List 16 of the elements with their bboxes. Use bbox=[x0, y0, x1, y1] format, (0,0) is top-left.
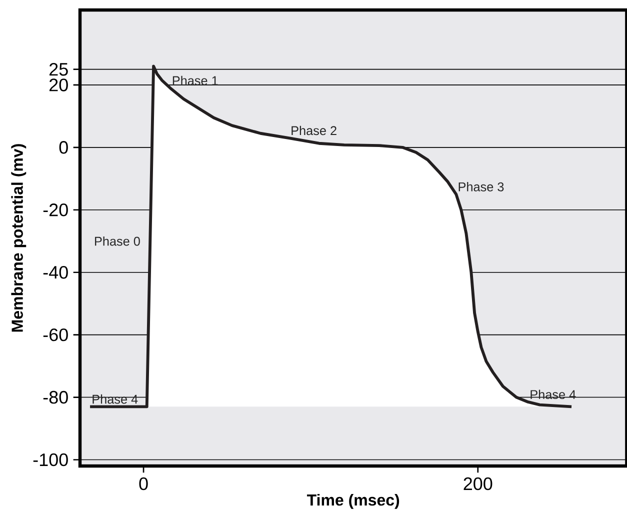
annotation: Phase 2 bbox=[292, 126, 336, 136]
y-tick-label: 25 bbox=[50, 62, 68, 76]
y-tick-label: 20 bbox=[50, 78, 68, 92]
y-tick-label: 0 bbox=[59, 141, 68, 154]
annotation: Phase 0 bbox=[95, 236, 140, 246]
y-tick-label: -100 bbox=[33, 453, 68, 466]
y-tick-label: -80 bbox=[43, 390, 68, 404]
x-tick-label: 200 bbox=[464, 477, 492, 490]
y-tick-label: -40 bbox=[43, 266, 68, 279]
annotation: Phase 3 bbox=[458, 182, 504, 192]
y-tick-label: -20 bbox=[43, 204, 68, 216]
x-axis-title: Time (msec) bbox=[306, 494, 400, 509]
y-tick-label: -60 bbox=[43, 328, 68, 342]
annotation: Phase 4 bbox=[530, 390, 576, 400]
annotation: Phase 1 bbox=[172, 76, 218, 86]
y-axis-title: Membrane potential (mv) bbox=[11, 144, 26, 332]
